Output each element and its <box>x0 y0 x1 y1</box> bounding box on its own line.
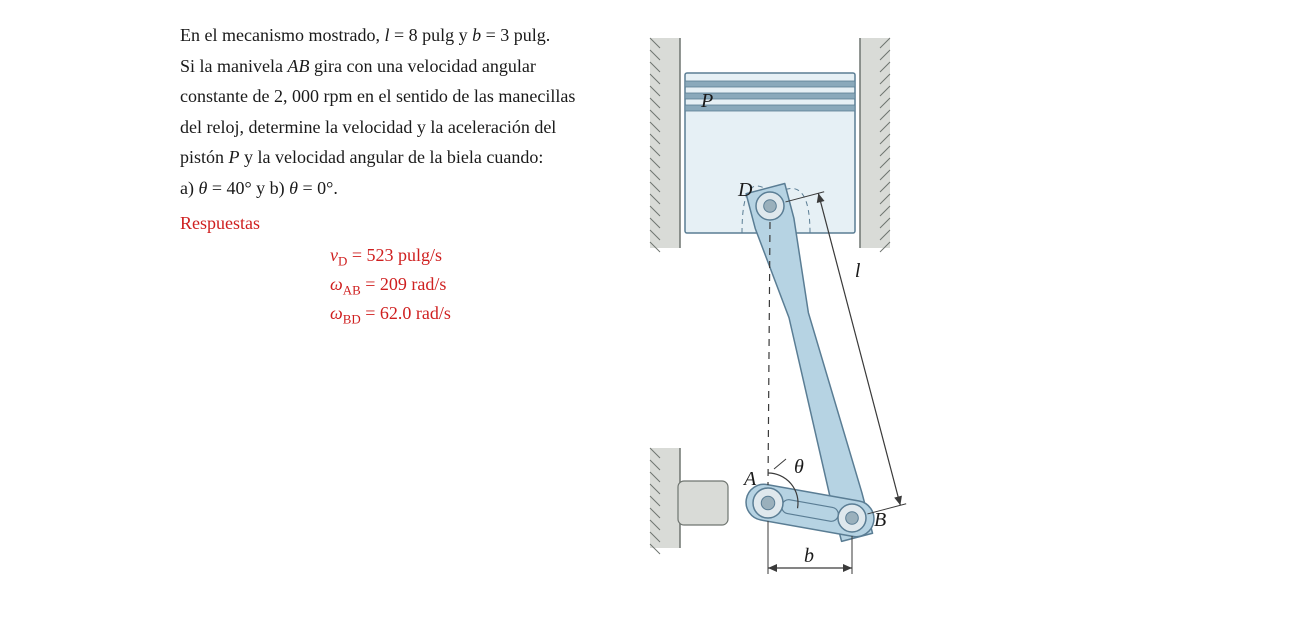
svg-text:D: D <box>737 179 753 201</box>
svg-text:θ: θ <box>794 456 804 478</box>
svg-text:P: P <box>700 90 713 112</box>
mechanism-figure: l P D A Bb θ <box>630 28 1010 608</box>
svg-text:b: b <box>804 545 814 567</box>
svg-text:A: A <box>742 468 757 490</box>
answers-label: Respuestas <box>180 208 590 239</box>
problem-text: En el mecanismo mostrado, l = 8 pulg y b… <box>180 20 590 204</box>
answers-block: vD = 523 pulg/sωAB = 209 rad/sωBD = 62.0… <box>330 242 590 329</box>
svg-text:l: l <box>855 260 861 282</box>
svg-text:B: B <box>874 509 886 531</box>
